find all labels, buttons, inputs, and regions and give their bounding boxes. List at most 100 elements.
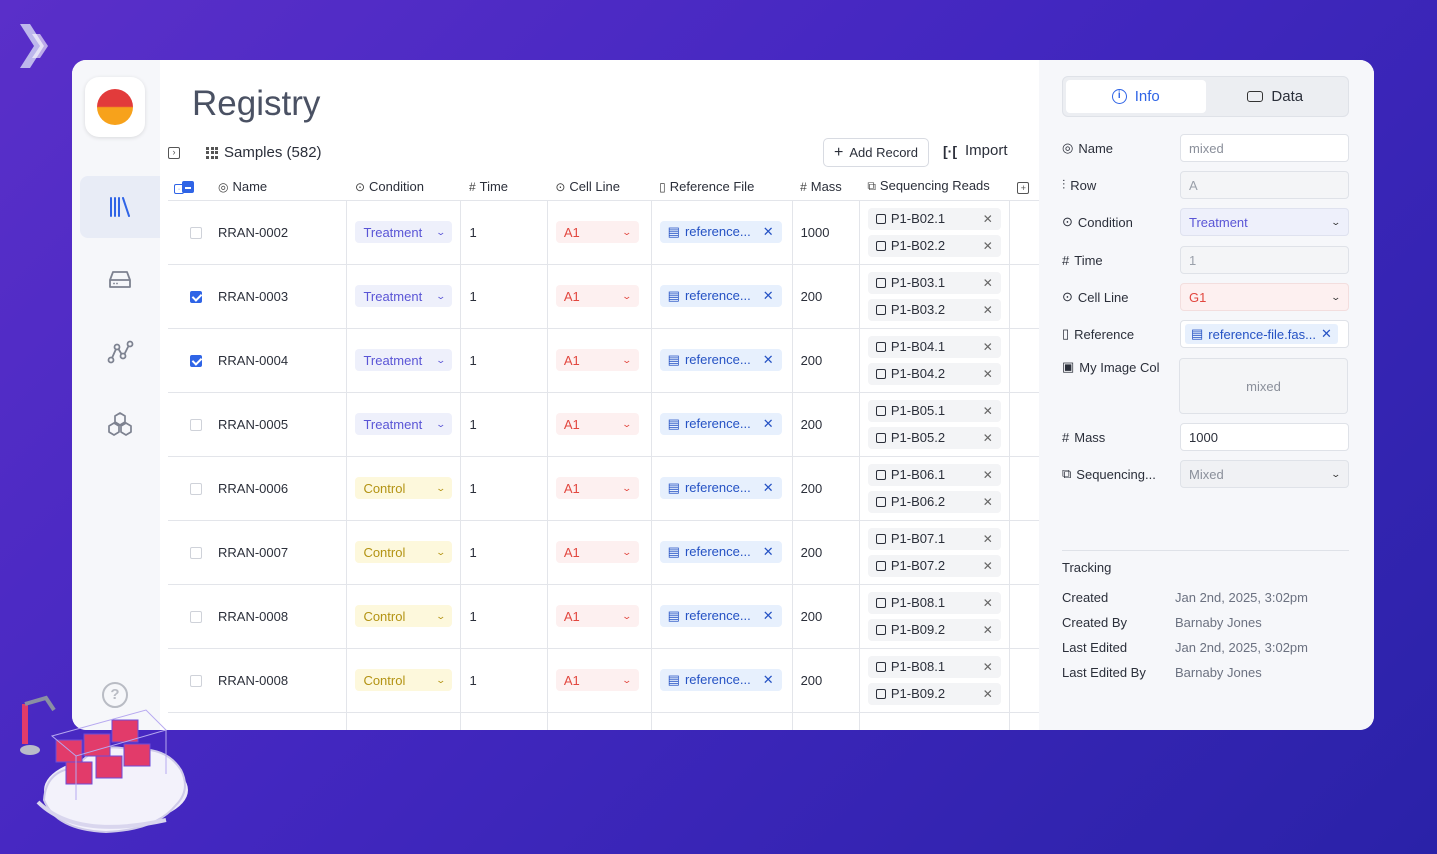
reference-cell[interactable]: ▤ reference... ✕ — [650, 584, 793, 649]
sequencing-select[interactable]: Mixed ⌄ — [1180, 460, 1349, 488]
table-row[interactable]: RRAN-0002 Treatment ⌄ 1 A1 ⌄ ▤ reference... ✕ 100… — [168, 200, 1039, 265]
field-mass-input[interactable]: 1000 — [1180, 423, 1349, 451]
cell-line-select[interactable]: G1 ⌄ — [1180, 283, 1349, 311]
read-chip[interactable]: P1-B07.1 ✕ — [867, 527, 1001, 550]
row-checkbox[interactable] — [190, 355, 202, 368]
reference-cell[interactable]: ▤ reference... ✕ — [650, 456, 793, 521]
close-icon[interactable]: ✕ — [982, 595, 993, 610]
reference-cell[interactable]: ▤ reference... ✕ — [650, 264, 793, 329]
col-cell-line[interactable]: ⊙ Cell Line — [547, 173, 652, 201]
mass-cell[interactable]: 200 — [791, 392, 860, 457]
col-name[interactable]: ◎ Name — [210, 173, 347, 201]
cell-line-cell[interactable]: A1 ⌄ — [546, 648, 652, 713]
close-icon[interactable]: ✕ — [982, 622, 993, 637]
table-row[interactable]: RRAN-0007 Control ⌄ 1 A1 ⌄ ▤ reference... ✕ 200 P1… — [168, 520, 1039, 585]
close-icon[interactable]: ✕ — [1320, 326, 1332, 341]
cell-line-select[interactable]: A1 ⌄ — [555, 477, 639, 499]
condition-select[interactable]: Treatment ⌄ — [355, 285, 453, 307]
col-condition[interactable]: ⊙ Condition — [346, 173, 461, 201]
reads-cell[interactable]: P1-B05.1 ✕ P1-B05.2 ✕ — [858, 392, 1010, 457]
reads-cell[interactable]: P1-B08.1 ✕ P1-B09.2 ✕ — [858, 648, 1010, 713]
row-select-cell[interactable] — [168, 264, 210, 329]
close-icon[interactable]: ✕ — [982, 659, 993, 674]
cell-line-cell[interactable]: A1 ⌄ — [546, 456, 652, 521]
row-checkbox[interactable] — [190, 611, 202, 624]
cell-line-select[interactable]: A1 ⌄ — [555, 669, 639, 691]
read-chip[interactable]: P1-B08.1 ✕ — [867, 655, 1001, 678]
mass-cell[interactable]: 200 — [791, 264, 860, 329]
row-checkbox[interactable] — [190, 547, 202, 560]
close-icon[interactable]: ✕ — [762, 416, 774, 431]
read-chip[interactable]: P1-B03.1 ✕ — [867, 271, 1001, 294]
close-icon[interactable]: ✕ — [982, 366, 993, 381]
table-row[interactable]: RRAN-0008 Control ⌄ 1 A1 ⌄ ▤ reference... ✕ 200 P1… — [168, 584, 1039, 649]
cell-line-select[interactable]: A1 ⌄ — [555, 413, 639, 435]
row-checkbox[interactable] — [190, 419, 202, 432]
row-select-cell[interactable] — [168, 200, 210, 265]
read-chip[interactable]: P1-B03.2 ✕ — [867, 298, 1001, 321]
app-logo[interactable] — [85, 77, 145, 137]
reference-cell[interactable]: ▤ reference... ✕ — [650, 648, 793, 713]
cell-line-select[interactable]: A1 ⌄ — [555, 349, 639, 371]
row-checkbox[interactable] — [190, 227, 202, 240]
reads-cell[interactable]: P1-B03.1 ✕ P1-B03.2 ✕ — [858, 264, 1010, 329]
reads-cell[interactable]: P1-B04.1 ✕ P1-B04.2 ✕ — [858, 328, 1010, 393]
table-row[interactable]: RRAN-0008 Control ⌄ 1 A1 ⌄ ▤ reference... ✕ 200 P1… — [168, 648, 1039, 713]
samples-selector[interactable]: Samples (582) — [206, 144, 322, 161]
reference-chip[interactable]: ▤ reference... ✕ — [659, 221, 782, 243]
condition-select[interactable]: Control ⌄ — [355, 605, 453, 627]
nav-storage[interactable] — [80, 248, 160, 310]
reference-chip[interactable]: ▤ reference... ✕ — [659, 669, 782, 691]
condition-select[interactable]: Treatment ⌄ — [1180, 208, 1349, 236]
name-cell[interactable]: RRAN-0004 — [210, 328, 347, 393]
row-checkbox[interactable] — [190, 291, 202, 304]
cell-line-select[interactable]: A1 ⌄ — [555, 285, 639, 307]
image-field-box[interactable]: mixed — [1179, 358, 1348, 414]
time-cell[interactable]: 1 — [460, 328, 548, 393]
time-cell[interactable]: 1 — [460, 200, 548, 265]
read-chip[interactable]: P1-B02.2 ✕ — [867, 234, 1001, 257]
mass-cell[interactable]: 200 — [791, 328, 860, 393]
condition-cell[interactable]: Control ⌄ — [346, 648, 461, 713]
read-chip[interactable]: P1-B02.1 ✕ — [867, 207, 1001, 230]
read-chip[interactable]: P1-B07.2 ✕ — [867, 554, 1001, 577]
condition-select[interactable]: Control ⌄ — [355, 477, 453, 499]
reference-chip[interactable]: ▤ reference... ✕ — [659, 349, 782, 371]
row-select-cell[interactable] — [168, 648, 210, 713]
field-name-input[interactable]: mixed — [1180, 134, 1349, 162]
reference-cell[interactable]: ▤ reference... ✕ — [650, 520, 793, 585]
time-cell[interactable]: 1 — [460, 392, 548, 457]
close-icon[interactable]: ✕ — [982, 238, 993, 253]
close-icon[interactable]: ✕ — [762, 480, 774, 495]
reference-cell[interactable]: ▤ reference... ✕ — [650, 328, 793, 393]
cell-line-cell[interactable]: A1 ⌄ — [546, 200, 652, 265]
cell-line-select[interactable]: A1 ⌄ — [555, 605, 639, 627]
condition-select[interactable]: Treatment ⌄ — [355, 221, 453, 243]
condition-select[interactable]: Treatment ⌄ — [355, 413, 453, 435]
close-icon[interactable]: ✕ — [982, 531, 993, 546]
condition-cell[interactable]: Treatment ⌄ — [346, 328, 461, 393]
read-chip[interactable]: P1-B04.2 ✕ — [867, 362, 1001, 385]
condition-cell[interactable]: Treatment ⌄ — [346, 264, 461, 329]
close-icon[interactable]: ✕ — [982, 686, 993, 701]
name-cell[interactable]: RRAN-0002 — [210, 200, 347, 265]
row-checkbox[interactable] — [190, 483, 202, 496]
condition-cell[interactable]: Control ⌄ — [346, 520, 461, 585]
table-row[interactable]: RRAN-0006 Control ⌄ 1 A1 ⌄ ▤ reference... ✕ 200 P1… — [168, 456, 1039, 521]
close-icon[interactable]: ✕ — [982, 275, 993, 290]
table-row[interactable]: RRAN-0005 Treatment ⌄ 1 A1 ⌄ ▤ reference... ✕ 200… — [168, 392, 1039, 457]
close-icon[interactable]: ✕ — [982, 430, 993, 445]
close-icon[interactable]: ✕ — [762, 544, 774, 559]
reference-chip[interactable]: ▤ reference... ✕ — [659, 605, 782, 627]
read-chip[interactable]: P1-B08.1 ✕ — [867, 591, 1001, 614]
time-cell[interactable]: 1 — [460, 648, 548, 713]
close-icon[interactable]: ✕ — [762, 224, 774, 239]
reference-field[interactable]: ▤ reference-file.fas... ✕ — [1180, 320, 1349, 348]
close-icon[interactable]: ✕ — [982, 403, 993, 418]
select-all-checkbox[interactable] — [182, 181, 194, 194]
tab-data[interactable]: Data — [1206, 80, 1346, 113]
nav-workflows[interactable] — [80, 321, 160, 383]
reference-cell[interactable]: ▤ reference... ✕ — [650, 200, 793, 265]
table-row[interactable]: RRAN-0004 Treatment ⌄ 1 A1 ⌄ ▤ reference... ✕ 200… — [168, 328, 1039, 393]
col-mass[interactable]: # Mass — [792, 173, 860, 201]
